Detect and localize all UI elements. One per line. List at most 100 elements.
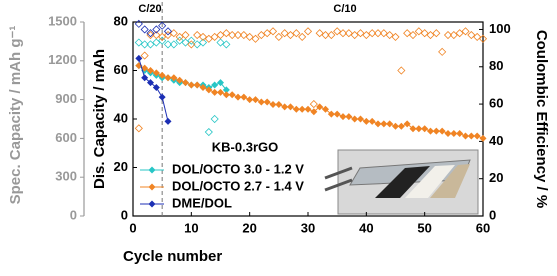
capacity-point bbox=[292, 105, 300, 113]
ce-point bbox=[473, 32, 482, 41]
capacity-point bbox=[211, 88, 219, 96]
ce-point bbox=[163, 27, 173, 36]
ce-point bbox=[257, 30, 266, 40]
capacity-point bbox=[333, 110, 341, 118]
y2-tick-label: 0 bbox=[489, 207, 496, 222]
y2-axis-label: Coulombic Efficiency / % bbox=[533, 30, 550, 208]
ce-point bbox=[146, 40, 155, 49]
capacity-point bbox=[187, 81, 195, 89]
capacity-point bbox=[473, 132, 481, 140]
ce-point bbox=[350, 30, 359, 40]
ce-point bbox=[140, 51, 149, 60]
y2-tick-label: 100 bbox=[489, 21, 511, 36]
ce-point bbox=[373, 29, 383, 38]
x-tick-label: 10 bbox=[184, 220, 198, 235]
ce-point bbox=[344, 29, 353, 38]
y3-tick-label: 0 bbox=[70, 207, 77, 222]
ce-point bbox=[467, 30, 476, 40]
capacity-line bbox=[138, 58, 169, 122]
x-tick-label: 0 bbox=[129, 220, 136, 235]
capacity-point bbox=[176, 76, 184, 84]
capacity-point bbox=[392, 122, 399, 130]
y-axis-label: Dis. Capacity / mAh bbox=[91, 49, 108, 189]
y-tick-label: 20 bbox=[114, 159, 128, 174]
capacity-point bbox=[409, 125, 417, 133]
battery-inset bbox=[324, 149, 479, 215]
y2-tick-label: 40 bbox=[489, 133, 503, 148]
ce-point bbox=[356, 29, 365, 38]
capacity-point bbox=[275, 100, 283, 108]
ce-point bbox=[163, 30, 173, 40]
capacity-point bbox=[222, 86, 230, 94]
ce-point bbox=[408, 30, 418, 40]
ce-point bbox=[140, 25, 149, 34]
legend-marker bbox=[148, 200, 156, 208]
ce-point bbox=[228, 30, 237, 40]
ce-point bbox=[333, 27, 342, 36]
ce-point bbox=[222, 40, 231, 49]
capacity-point bbox=[158, 93, 166, 101]
capacity-point bbox=[152, 69, 160, 77]
capacity-point bbox=[368, 117, 376, 125]
ce-point bbox=[403, 29, 412, 38]
annotation: C/20 bbox=[138, 3, 161, 15]
capacity-point bbox=[421, 125, 429, 133]
ce-point bbox=[461, 27, 470, 36]
ce-point bbox=[140, 40, 149, 49]
ce-point bbox=[449, 30, 458, 40]
capacity-point bbox=[222, 91, 230, 99]
ce-point bbox=[362, 30, 371, 40]
ce-point bbox=[134, 38, 143, 47]
ce-point bbox=[321, 30, 330, 40]
y-tick-label: 40 bbox=[114, 110, 128, 125]
ce-point bbox=[455, 29, 464, 38]
capacity-point bbox=[199, 83, 207, 91]
ce-point bbox=[263, 29, 272, 38]
ce-point bbox=[309, 100, 318, 109]
ce-point bbox=[210, 32, 219, 41]
ce-point bbox=[478, 34, 488, 43]
ce-point bbox=[158, 32, 167, 41]
ce-point bbox=[152, 25, 161, 34]
capacity-point bbox=[257, 98, 265, 106]
capacity-point bbox=[234, 93, 242, 101]
capacity-point bbox=[269, 100, 277, 108]
ce-point bbox=[134, 124, 143, 133]
capacity-point bbox=[141, 74, 149, 82]
ce-point bbox=[251, 34, 260, 43]
capacity-point bbox=[357, 115, 364, 123]
capacity-point bbox=[135, 54, 143, 62]
y-tick-label: 0 bbox=[121, 207, 128, 222]
capacity-point bbox=[298, 105, 306, 113]
capacity-point bbox=[380, 120, 388, 128]
capacity-point bbox=[240, 93, 248, 101]
capacity-point bbox=[374, 120, 382, 128]
capacity-point bbox=[345, 113, 353, 121]
y3-tick-label: 1500 bbox=[48, 13, 77, 28]
ce-point bbox=[175, 36, 184, 45]
ce-point bbox=[298, 32, 307, 41]
ce-point bbox=[216, 30, 225, 40]
y3-tick-label: 300 bbox=[55, 169, 77, 184]
capacity-point bbox=[246, 96, 254, 104]
ce-point bbox=[239, 30, 248, 40]
capacity-point bbox=[322, 105, 329, 113]
capacity-point bbox=[456, 130, 464, 138]
ce-point bbox=[204, 34, 213, 43]
ce-point bbox=[420, 29, 429, 38]
ce-point bbox=[327, 30, 336, 40]
ce-point bbox=[193, 40, 202, 49]
capacity-point bbox=[170, 74, 178, 82]
ce-point bbox=[163, 40, 173, 49]
capacity-point bbox=[147, 67, 154, 74]
capacity-point bbox=[304, 105, 312, 113]
capacity-point bbox=[327, 110, 335, 118]
ce-point bbox=[175, 32, 184, 41]
capacity-point bbox=[386, 120, 394, 128]
ce-point bbox=[181, 30, 190, 40]
y2-tick-label: 20 bbox=[489, 170, 503, 185]
capacity-point bbox=[310, 108, 318, 116]
legend-label: DOL/OCTO 2.7 - 1.4 V bbox=[172, 178, 304, 193]
capacity-point bbox=[339, 113, 347, 121]
ce-point bbox=[198, 38, 208, 47]
